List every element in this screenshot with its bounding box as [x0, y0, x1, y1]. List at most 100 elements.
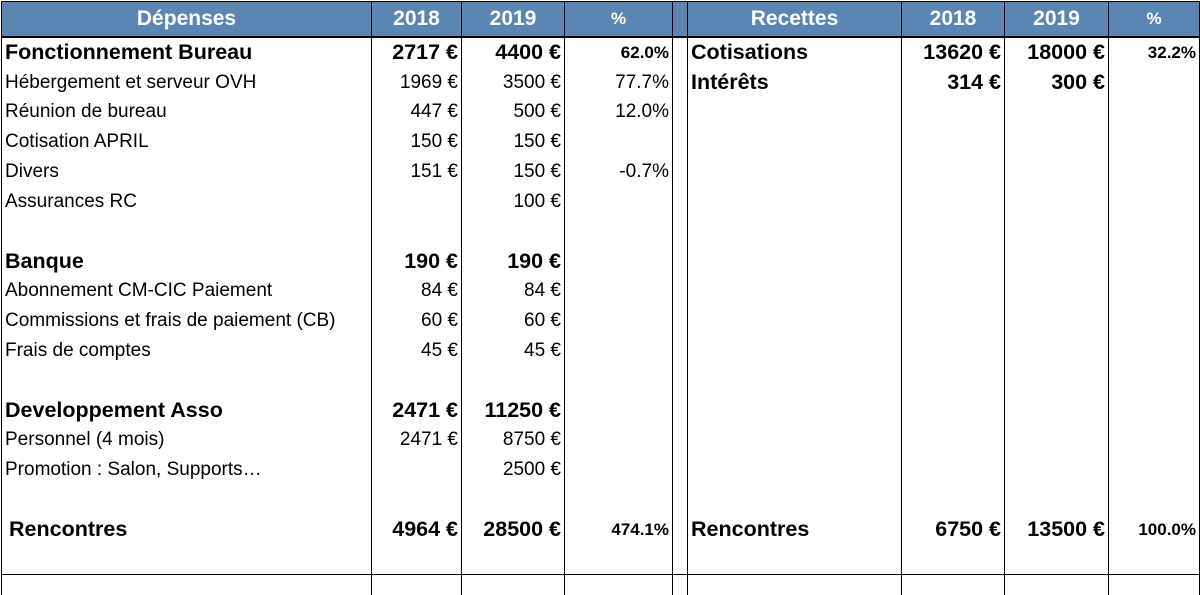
recette-2018[interactable]	[901, 365, 1005, 396]
depense-label[interactable]	[1, 574, 372, 595]
gap-cell[interactable]	[672, 127, 688, 158]
header-recettes-2018[interactable]: 2018	[901, 1, 1005, 38]
depense-label[interactable]: Abonnement CM-CIC Paiement	[1, 276, 372, 307]
recette-2018[interactable]	[901, 127, 1005, 158]
depense-label[interactable]: Assurances RC	[1, 186, 372, 217]
recette-2018[interactable]	[901, 484, 1005, 515]
recette-2019[interactable]	[1004, 544, 1109, 575]
gap-cell[interactable]	[672, 514, 688, 545]
recette-2018[interactable]	[901, 544, 1005, 575]
depense-2018[interactable]	[371, 365, 462, 396]
recette-label[interactable]	[687, 544, 902, 575]
depense-label[interactable]: Réunion de bureau	[1, 97, 372, 128]
gap-cell[interactable]	[672, 246, 688, 277]
depense-2018[interactable]: 151 €	[371, 157, 462, 187]
gap-cell[interactable]	[672, 425, 688, 456]
header-depenses-2019[interactable]: 2019	[461, 1, 565, 38]
recette-2018[interactable]	[901, 276, 1005, 307]
recette-label[interactable]	[687, 246, 902, 277]
recette-pct[interactable]: 100.0%	[1108, 514, 1200, 545]
header-gap[interactable]	[672, 1, 688, 38]
recette-pct[interactable]	[1108, 484, 1200, 515]
depense-label[interactable]: Divers	[1, 157, 372, 187]
recette-2019[interactable]	[1004, 455, 1109, 485]
gap-cell[interactable]	[672, 97, 688, 128]
recette-label[interactable]	[687, 216, 902, 247]
depense-2018[interactable]: 190 €	[371, 246, 462, 277]
depense-label[interactable]: Hébergement et serveur OVH	[1, 67, 372, 98]
header-recettes-pct[interactable]: %	[1108, 1, 1200, 38]
depense-label[interactable]: Developpement Asso	[1, 395, 372, 426]
recette-2019[interactable]	[1004, 157, 1109, 187]
recette-label[interactable]	[687, 484, 902, 515]
depense-2018[interactable]: 45 €	[371, 335, 462, 366]
recette-2018[interactable]	[901, 246, 1005, 277]
recette-2018[interactable]	[901, 306, 1005, 336]
depense-pct[interactable]: 77.7%	[564, 67, 673, 98]
gap-cell[interactable]	[672, 574, 688, 595]
depense-pct[interactable]	[564, 365, 673, 396]
recette-pct[interactable]	[1108, 127, 1200, 158]
recette-label[interactable]	[687, 365, 902, 396]
recette-pct[interactable]	[1108, 67, 1200, 98]
depense-label[interactable]: Cotisation APRIL	[1, 127, 372, 158]
recette-label[interactable]	[687, 186, 902, 217]
recette-pct[interactable]	[1108, 246, 1200, 277]
recette-2019[interactable]: 18000 €	[1004, 37, 1109, 68]
depense-label[interactable]: Commissions et frais de paiement (CB)	[1, 306, 372, 336]
recette-2019[interactable]	[1004, 574, 1109, 595]
recette-2018[interactable]	[901, 455, 1005, 485]
recette-pct[interactable]	[1108, 306, 1200, 336]
recette-2019[interactable]	[1004, 246, 1109, 277]
recette-2019[interactable]	[1004, 365, 1109, 396]
depense-2019[interactable]: 45 €	[461, 335, 565, 366]
header-depenses[interactable]: Dépenses	[1, 1, 372, 38]
recette-2018[interactable]	[901, 157, 1005, 187]
depense-pct[interactable]	[564, 455, 673, 485]
recette-2018[interactable]: 314 €	[901, 67, 1005, 98]
depense-label[interactable]: Promotion : Salon, Supports…	[1, 455, 372, 485]
gap-cell[interactable]	[672, 67, 688, 98]
header-depenses-2018[interactable]: 2018	[371, 1, 462, 38]
depense-2019[interactable]: 84 €	[461, 276, 565, 307]
recette-pct[interactable]	[1108, 216, 1200, 247]
recette-pct[interactable]	[1108, 276, 1200, 307]
recette-pct[interactable]	[1108, 365, 1200, 396]
gap-cell[interactable]	[672, 365, 688, 396]
depense-pct[interactable]	[564, 574, 673, 595]
recette-2018[interactable]	[901, 97, 1005, 128]
depense-pct[interactable]: -0.7%	[564, 157, 673, 187]
recette-2019[interactable]	[1004, 335, 1109, 366]
recette-2018[interactable]	[901, 574, 1005, 595]
depense-2018[interactable]	[371, 455, 462, 485]
gap-cell[interactable]	[672, 484, 688, 515]
depense-2018[interactable]: 2471 €	[371, 425, 462, 456]
recette-label[interactable]	[687, 97, 902, 128]
gap-cell[interactable]	[672, 306, 688, 336]
recette-2019[interactable]	[1004, 395, 1109, 426]
depense-2019[interactable]: 28500 €	[461, 514, 565, 545]
recette-label[interactable]	[687, 574, 902, 595]
depense-2018[interactable]: 4964 €	[371, 514, 462, 545]
recette-pct[interactable]	[1108, 544, 1200, 575]
gap-cell[interactable]	[672, 455, 688, 485]
depense-pct[interactable]	[564, 186, 673, 217]
depense-2018[interactable]: 447 €	[371, 97, 462, 128]
recette-pct[interactable]	[1108, 186, 1200, 217]
recette-pct[interactable]	[1108, 97, 1200, 128]
depense-2019[interactable]: 4400 €	[461, 37, 565, 68]
depense-pct[interactable]: 12.0%	[564, 97, 673, 128]
recette-2018[interactable]: 6750 €	[901, 514, 1005, 545]
gap-cell[interactable]	[672, 335, 688, 366]
recette-label[interactable]: Intérêts	[687, 67, 902, 98]
depense-2019[interactable]: 100 €	[461, 186, 565, 217]
depense-label[interactable]	[1, 484, 372, 515]
depense-2018[interactable]	[371, 484, 462, 515]
header-recettes[interactable]: Recettes	[687, 1, 902, 38]
depense-2018[interactable]	[371, 216, 462, 247]
recette-pct[interactable]	[1108, 157, 1200, 187]
depense-label[interactable]	[1, 216, 372, 247]
recette-2018[interactable]: 13620 €	[901, 37, 1005, 68]
depense-2019[interactable]: 150 €	[461, 157, 565, 187]
recette-2019[interactable]	[1004, 306, 1109, 336]
